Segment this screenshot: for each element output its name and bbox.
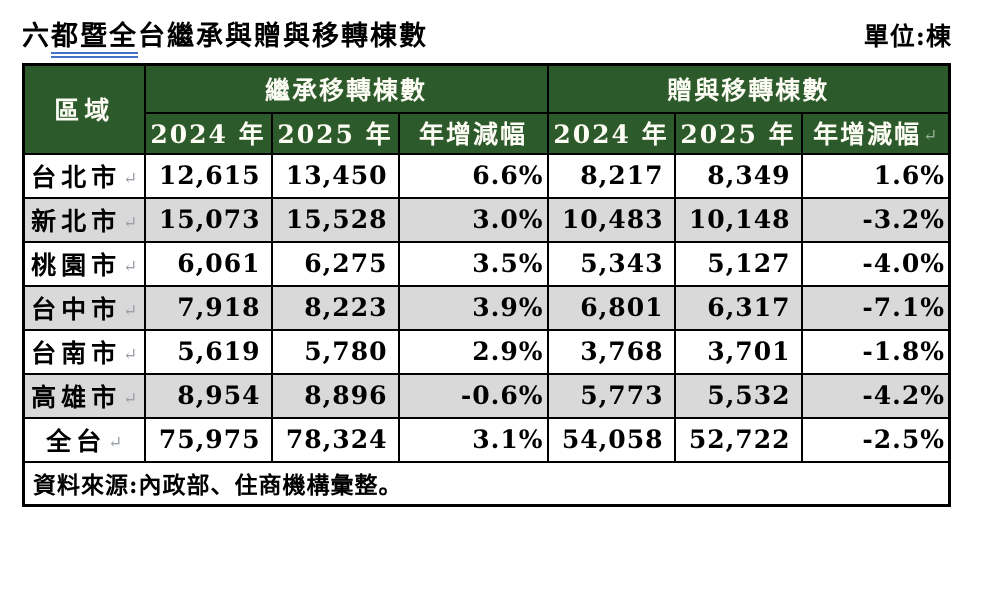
- gift-group-header: 贈與移轉棟數: [546, 63, 951, 114]
- inh-2024-cell: 8,954: [143, 372, 273, 419]
- gift-yoy-cell: -4.2%: [800, 372, 951, 419]
- gift-2024-cell: 10,483: [546, 196, 676, 243]
- inh-yoy-cell: 6.6%: [397, 152, 549, 199]
- inh-2025-cell: 8,896: [270, 372, 400, 419]
- gift-yoy-cell: 1.6%: [800, 152, 951, 199]
- table-row-kaohsiung: 高雄市 ↵ 8,954 8,896 -0.6% 5,773 5,532 -4.2%: [22, 372, 951, 419]
- region-cell: 高雄市 ↵: [22, 372, 146, 419]
- inh-2024-cell: 7,918: [143, 284, 273, 331]
- gift-2025-cell: 8,349: [673, 152, 803, 199]
- inh-2024-header: 2024 年: [143, 111, 273, 155]
- inh-2024-cell: 6,061: [143, 240, 273, 287]
- region-label: 全台: [46, 426, 107, 456]
- title-segment-underlined: 都暨全: [51, 21, 138, 58]
- title-segment: 六: [22, 21, 51, 52]
- table-row-taipei: 台北市 ↵ 12,615 13,450 6.6% 8,217 8,349 1.6%: [22, 152, 951, 199]
- gift-2025-header: 2025 年: [673, 111, 803, 155]
- region-cell: 桃園市 ↵: [22, 240, 146, 287]
- region-label: 高雄市: [31, 382, 122, 412]
- inh-2025-cell: 8,223: [270, 284, 400, 331]
- gift-2025-cell: 5,127: [673, 240, 803, 287]
- inheritance-group-header: 繼承移轉棟數: [143, 63, 549, 114]
- return-mark-icon: ↵: [123, 388, 138, 409]
- return-mark-icon: ↵: [123, 344, 138, 365]
- source-row: 資料來源:內政部、住商機構彙整。: [22, 460, 951, 507]
- region-cell: 全台 ↵: [22, 416, 146, 463]
- inh-2025-cell: 13,450: [270, 152, 400, 199]
- region-cell: 台中市 ↵: [22, 284, 146, 331]
- page-title: 六都暨全台繼承與贈與移轉棟數: [22, 14, 428, 58]
- header-group-row: 區域 繼承移轉棟數 贈與移轉棟數: [22, 63, 951, 155]
- region-label: 台北市: [31, 162, 122, 192]
- region-column-header: 區域: [22, 63, 146, 155]
- gift-2024-cell: 6,801: [546, 284, 676, 331]
- region-cell: 台南市 ↵: [22, 328, 146, 375]
- inh-2024-cell: 5,619: [143, 328, 273, 375]
- inh-2024-cell: 12,615: [143, 152, 273, 199]
- inh-yoy-cell: 2.9%: [397, 328, 549, 375]
- transfer-data-table: 區域 繼承移轉棟數 贈與移轉棟數 2024 年 2025 年 年增減幅 2024…: [22, 63, 952, 507]
- gift-2025-cell: 52,722: [673, 416, 803, 463]
- inh-2024-cell: 15,073: [143, 196, 273, 243]
- inh-2025-header: 2025 年: [270, 111, 400, 155]
- inh-yoy-cell: -0.6%: [397, 372, 549, 419]
- gift-2024-header: 2024 年: [546, 111, 676, 155]
- return-mark-icon: ↵: [123, 168, 138, 189]
- return-mark-icon: ↵: [123, 256, 138, 277]
- region-label: 桃園市: [31, 250, 122, 280]
- inh-2024-cell: 75,975: [143, 416, 273, 463]
- gift-2024-cell: 54,058: [546, 416, 676, 463]
- inh-2025-cell: 6,275: [270, 240, 400, 287]
- return-mark-icon: ↵: [923, 126, 938, 146]
- table-row-nationwide: 全台 ↵ 75,975 78,324 3.1% 54,058 52,722 -2.…: [22, 416, 951, 463]
- inh-2025-cell: 78,324: [270, 416, 400, 463]
- gift-yoy-cell: -2.5%: [800, 416, 951, 463]
- gift-yoy-cell: -7.1%: [800, 284, 951, 331]
- gift-yoy-cell: -3.2%: [800, 196, 951, 243]
- region-label: 新北市: [31, 206, 122, 236]
- region-label: 台中市: [31, 294, 122, 324]
- gift-2025-cell: 3,701: [673, 328, 803, 375]
- region-cell: 台北市 ↵: [22, 152, 146, 199]
- region-cell: 新北市 ↵: [22, 196, 146, 243]
- inh-yoy-cell: 3.9%: [397, 284, 549, 331]
- gift-yoy-header: 年增減幅 ↵: [800, 111, 951, 155]
- region-label: 台南市: [31, 338, 122, 368]
- title-segment: 台繼承與贈與移轉棟數: [138, 21, 428, 52]
- gift-2024-cell: 3,768: [546, 328, 676, 375]
- gift-2024-cell: 5,343: [546, 240, 676, 287]
- inh-2025-cell: 15,528: [270, 196, 400, 243]
- return-mark-icon: ↵: [123, 212, 138, 233]
- gift-2024-cell: 5,773: [546, 372, 676, 419]
- gift-2025-cell: 6,317: [673, 284, 803, 331]
- title-row: 六都暨全台繼承與贈與移轉棟數 單位:棟: [22, 14, 952, 58]
- inh-yoy-cell: 3.1%: [397, 416, 549, 463]
- inh-2025-cell: 5,780: [270, 328, 400, 375]
- return-mark-icon: ↵: [108, 432, 123, 453]
- table-row-taichung: 台中市 ↵ 7,918 8,223 3.9% 6,801 6,317 -7.1%: [22, 284, 951, 331]
- gift-yoy-cell: -4.0%: [800, 240, 951, 287]
- inh-yoy-cell: 3.0%: [397, 196, 549, 243]
- gift-2024-cell: 8,217: [546, 152, 676, 199]
- gift-yoy-header-label: 年增減幅: [813, 120, 922, 149]
- table-row-taoyuan: 桃園市 ↵ 6,061 6,275 3.5% 5,343 5,127 -4.0%: [22, 240, 951, 287]
- unit-label: 單位:棟: [863, 22, 952, 51]
- header-sub-row: 2024 年 2025 年 年增減幅 2024 年 2025 年 年增減幅 ↵: [24, 111, 951, 155]
- table-row-tainan: 台南市 ↵ 5,619 5,780 2.9% 3,768 3,701 -1.8%: [22, 328, 951, 375]
- source-note: 資料來源:內政部、住商機構彙整。: [22, 460, 951, 507]
- inh-yoy-header: 年增減幅: [397, 111, 549, 155]
- return-mark-icon: ↵: [123, 300, 138, 321]
- gift-2025-cell: 10,148: [673, 196, 803, 243]
- gift-2025-cell: 5,532: [673, 372, 803, 419]
- gift-yoy-cell: -1.8%: [800, 328, 951, 375]
- table-row-newtaipei: 新北市 ↵ 15,073 15,528 3.0% 10,483 10,148 -3…: [22, 196, 951, 243]
- inh-yoy-cell: 3.5%: [397, 240, 549, 287]
